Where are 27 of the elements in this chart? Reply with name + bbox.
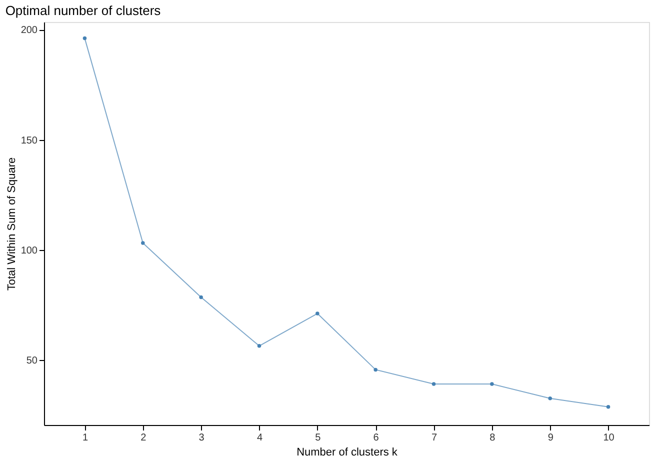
point [374,368,378,372]
x-axis-title: Number of clusters k [296,446,398,458]
point [432,382,436,386]
chart-title: Optimal number of clusters [5,3,162,18]
y-tick-label: 200 [20,25,38,36]
y-tick-label: 100 [20,246,38,257]
point [257,344,262,348]
point [199,295,203,300]
x-tick-label: 3 [198,432,205,444]
point [141,241,145,245]
point [316,312,320,316]
x-tick-label: 6 [373,432,380,444]
point [548,396,552,400]
x-tick-label: 5 [315,432,322,444]
x-tick-label: 8 [490,432,496,444]
point [82,36,87,40]
x-tick-label: 1 [82,432,88,444]
x-tick-label: 4 [256,432,263,444]
y-tick-label: 150 [20,135,38,146]
y-axis-title: Total Within Sum of Square [6,157,18,291]
x-tick-label: 2 [140,432,147,444]
point [606,405,610,409]
x-tick-label: 9 [548,432,554,444]
point [490,382,494,386]
x-tick-label: 7 [431,432,438,444]
x-tick-label: 10 [603,432,615,444]
y-tick-label: 50 [26,356,38,367]
